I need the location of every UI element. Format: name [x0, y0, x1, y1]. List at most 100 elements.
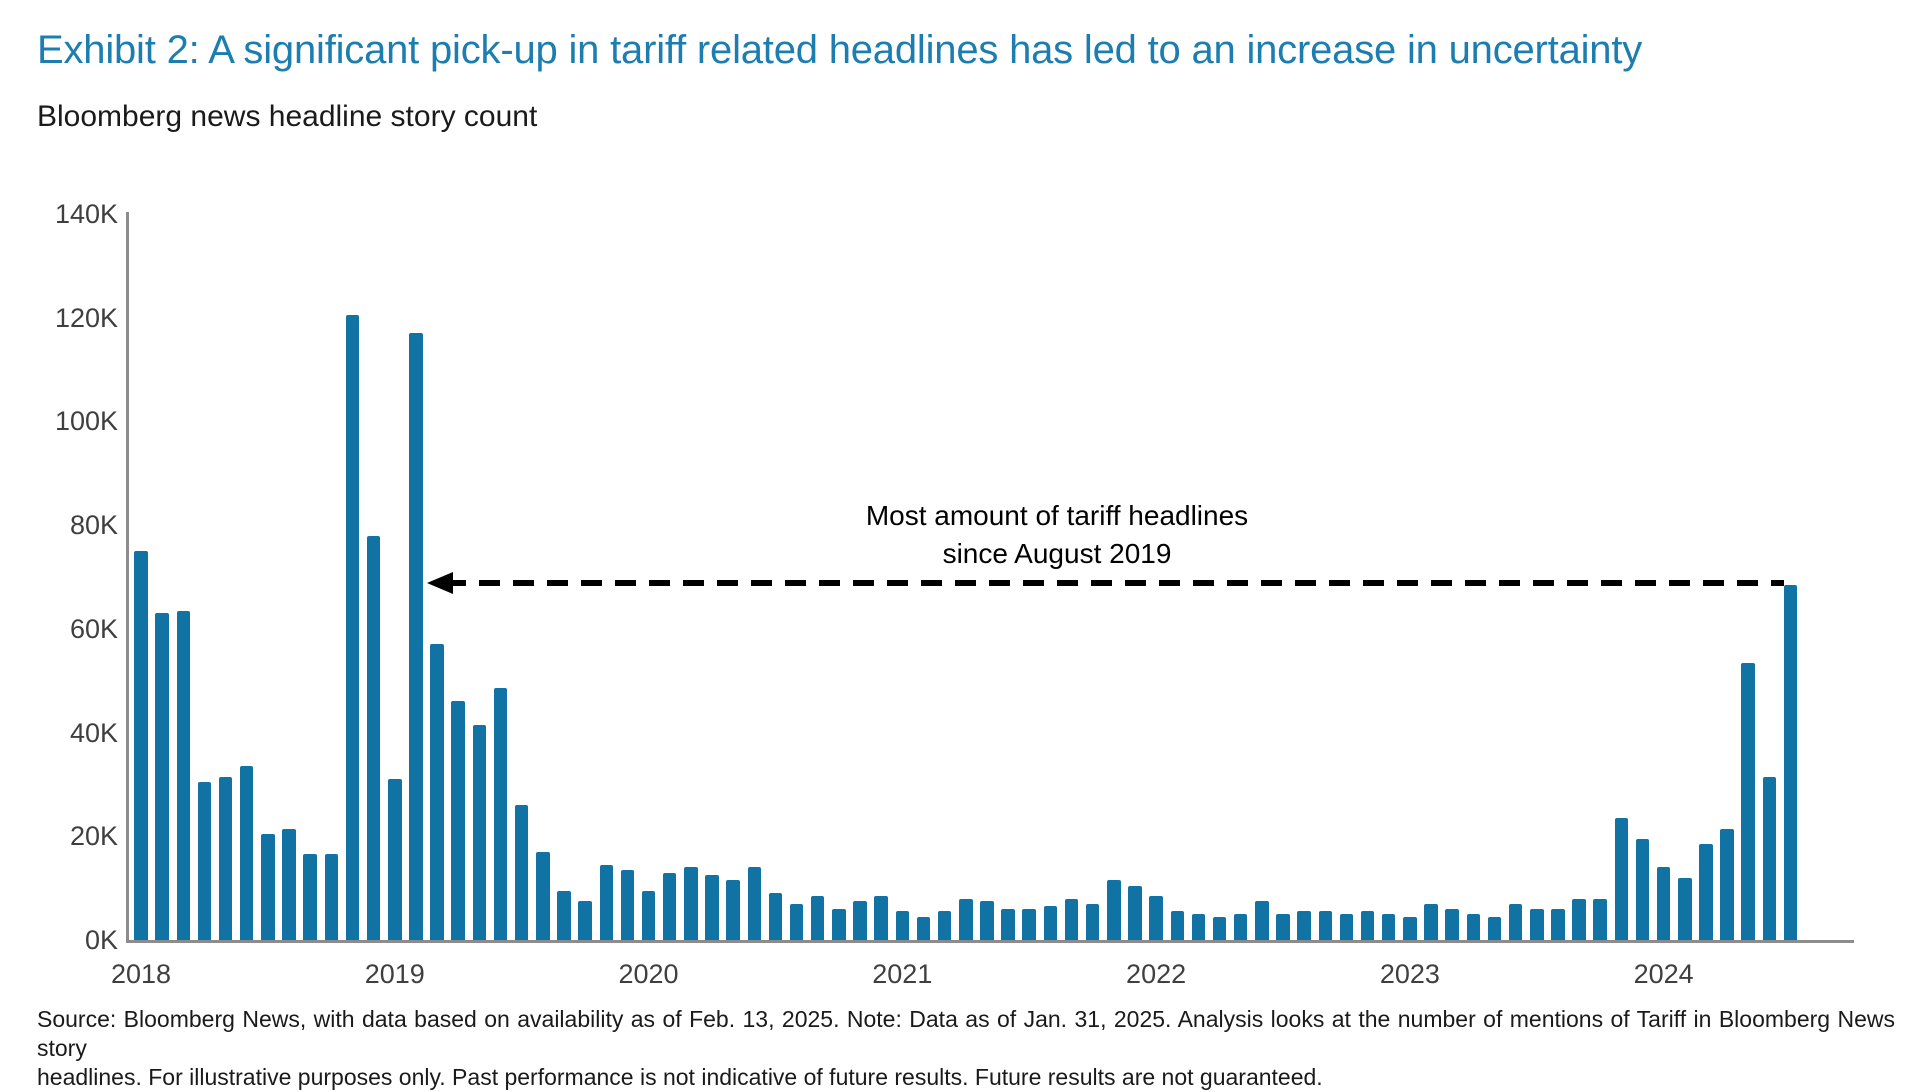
bar [1487, 916, 1502, 940]
bar [557, 890, 571, 940]
bar [472, 724, 487, 940]
x-axis-line [126, 940, 1854, 943]
bar [282, 828, 296, 940]
bar [430, 644, 444, 940]
y-tick-label: 80K [69, 510, 118, 541]
bar [1149, 895, 1163, 940]
arrow-head-icon [426, 572, 453, 594]
bar [388, 779, 402, 940]
bar [874, 895, 888, 940]
source-note: Source: Bloomberg News, with data based … [37, 1005, 1895, 1092]
bar [620, 869, 635, 940]
bar [810, 895, 825, 940]
bar [1360, 911, 1375, 940]
bar [1445, 908, 1459, 940]
y-tick-label: 120K [54, 302, 118, 333]
bar [1276, 914, 1290, 940]
y-tick-label: 100K [54, 406, 118, 437]
bar [514, 805, 529, 940]
bar [1022, 908, 1036, 940]
bar [937, 911, 952, 940]
bar [1424, 903, 1438, 940]
bar [980, 901, 994, 940]
bar [1530, 908, 1544, 940]
bar [1678, 877, 1692, 940]
bar [218, 776, 233, 940]
bar [155, 613, 169, 940]
bar [493, 688, 508, 940]
annotation-line-2: since August 2019 [942, 538, 1172, 569]
bar [134, 551, 148, 940]
bar [1614, 818, 1629, 940]
bar [768, 893, 783, 940]
bar [303, 854, 317, 940]
bar [1085, 903, 1100, 940]
bar [1720, 828, 1734, 940]
bar [1064, 898, 1079, 940]
bar [1191, 914, 1206, 940]
bar [916, 916, 931, 940]
bar [1128, 885, 1142, 940]
bar [1466, 914, 1481, 940]
x-tick-label: 2019 [364, 959, 425, 989]
bar [1741, 662, 1755, 940]
bar [176, 610, 191, 940]
chart-subtitle: Bloomberg news headline story count [37, 100, 538, 133]
y-tick-label: 60K [69, 613, 118, 644]
bar [853, 901, 867, 940]
bar [578, 901, 592, 940]
x-tick-label: 2020 [618, 959, 679, 989]
bar [1212, 916, 1227, 940]
bar [451, 701, 465, 940]
bar [324, 854, 339, 940]
bar [959, 898, 973, 940]
bar [1233, 914, 1248, 940]
source-line-2: headlines. For illustrative purposes onl… [37, 1064, 1323, 1090]
bar [1001, 908, 1015, 940]
page-title: Exhibit 2: A significant pick-up in tari… [37, 28, 1643, 72]
bar [641, 890, 656, 940]
bar [1572, 898, 1586, 940]
annotation-line-1: Most amount of tariff headlines [865, 500, 1249, 531]
bar [1403, 916, 1417, 940]
bar [1043, 906, 1058, 940]
bar [1783, 584, 1798, 940]
x-tick-label: 2021 [872, 959, 933, 989]
bar [832, 908, 846, 940]
bar [1699, 844, 1713, 940]
bar [1255, 901, 1269, 940]
bar [1762, 776, 1777, 940]
source-line-1: Source: Bloomberg News, with data based … [37, 1006, 1895, 1061]
bar [747, 867, 762, 940]
bar [599, 864, 613, 940]
bar [1170, 911, 1184, 940]
bar [409, 333, 423, 940]
bar [536, 851, 550, 940]
bar [239, 766, 254, 940]
bar [895, 911, 910, 940]
bar [1318, 911, 1333, 940]
bar [345, 315, 360, 940]
bar [1635, 838, 1650, 940]
chart-annotation: Most amount of tariff headlines since Au… [727, 497, 1387, 573]
bar [1107, 880, 1121, 940]
bar [1381, 914, 1396, 940]
dashed-arrow-line [444, 580, 1784, 586]
x-tick-label: 2022 [1126, 959, 1187, 989]
bar [684, 867, 698, 940]
bar [1593, 898, 1607, 940]
y-tick-label: 140K [54, 199, 118, 229]
y-axis-line [126, 212, 129, 943]
bar [197, 781, 212, 940]
bar [366, 535, 381, 940]
bar [705, 875, 719, 940]
bar [1508, 903, 1523, 940]
y-tick-label: 40K [69, 717, 118, 748]
bar [261, 833, 275, 940]
x-tick-label: 2018 [110, 959, 172, 989]
bar [1551, 908, 1565, 940]
y-tick-label: 0K [84, 925, 118, 955]
bar [1339, 914, 1354, 940]
bar [662, 872, 677, 940]
bar [1297, 911, 1311, 940]
